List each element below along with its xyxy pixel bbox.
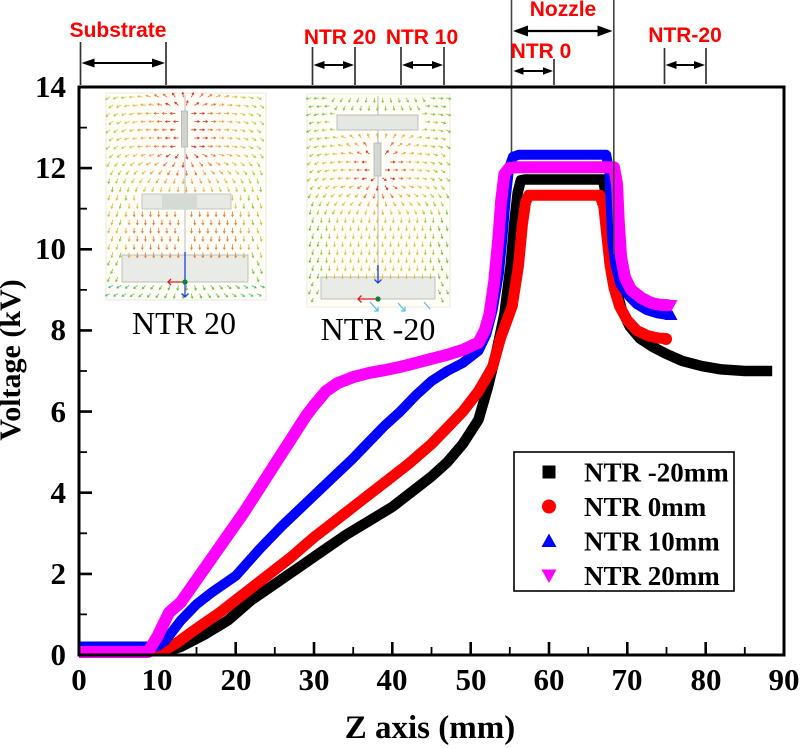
svg-text:4: 4 <box>51 475 67 510</box>
svg-text:NTR 10mm: NTR 10mm <box>584 527 720 557</box>
svg-text:80: 80 <box>691 662 722 697</box>
svg-text:8: 8 <box>51 312 67 347</box>
svg-text:10: 10 <box>35 231 66 266</box>
svg-text:NTR 20: NTR 20 <box>304 26 376 49</box>
svg-text:NTR 20mm: NTR 20mm <box>584 561 720 591</box>
svg-text:10: 10 <box>142 662 173 697</box>
svg-text:NTR 20: NTR 20 <box>132 305 236 341</box>
svg-text:NTR 0mm: NTR 0mm <box>584 492 707 522</box>
svg-text:2: 2 <box>51 556 67 591</box>
svg-text:40: 40 <box>377 662 408 697</box>
svg-text:12: 12 <box>35 150 66 185</box>
svg-text:30: 30 <box>299 662 330 697</box>
svg-text:90: 90 <box>769 662 800 697</box>
svg-text:70: 70 <box>612 662 643 697</box>
svg-text:60: 60 <box>534 662 565 697</box>
svg-text:NTR -20mm: NTR -20mm <box>584 458 729 488</box>
svg-text:Voltage (kV): Voltage (kV) <box>0 279 27 440</box>
svg-text:NTR -20: NTR -20 <box>321 311 436 347</box>
svg-text:6: 6 <box>51 394 67 429</box>
svg-text:Substrate: Substrate <box>70 19 167 42</box>
svg-text:Z axis (mm): Z axis (mm) <box>345 710 515 746</box>
svg-text:20: 20 <box>221 662 252 697</box>
svg-text:50: 50 <box>456 662 487 697</box>
svg-text:NTR 0: NTR 0 <box>511 40 572 63</box>
svg-text:0: 0 <box>71 662 87 697</box>
svg-text:14: 14 <box>35 69 66 104</box>
svg-text:0: 0 <box>51 637 67 672</box>
svg-text:NTR 10: NTR 10 <box>386 26 458 49</box>
svg-text:Nozzle: Nozzle <box>530 0 597 21</box>
svg-text:NTR-20: NTR-20 <box>648 24 722 47</box>
